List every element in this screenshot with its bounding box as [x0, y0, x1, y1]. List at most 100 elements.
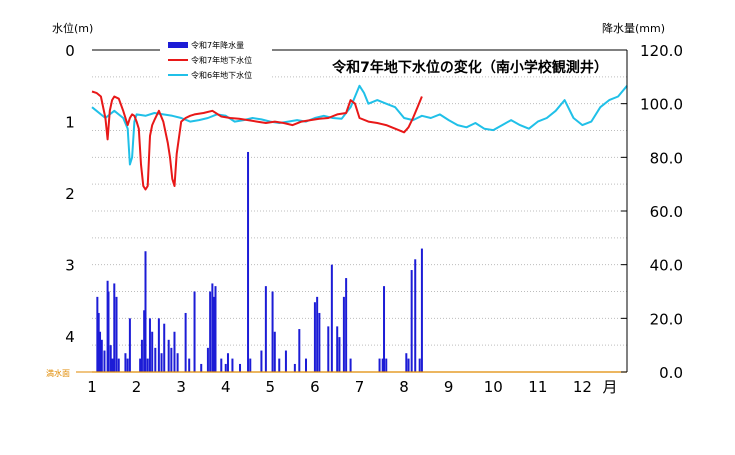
rain-bar — [139, 358, 142, 372]
rain-bar — [109, 345, 112, 372]
rain-bar — [418, 358, 421, 372]
water-level-lines — [91, 84, 628, 191]
rain-bar — [330, 264, 333, 372]
x-tick-label: 12 — [573, 378, 592, 396]
rain-bar — [151, 331, 154, 372]
rain-bar — [140, 339, 143, 372]
rain-bar — [214, 286, 217, 372]
rain-bar — [126, 358, 129, 372]
right-tick-label: 120.0 — [640, 42, 683, 60]
rain-bar — [115, 296, 118, 372]
x-axis-unit: 月 — [602, 378, 617, 396]
rain-bar — [124, 353, 127, 372]
legend-label-level-2025: 令和7年地下水位 — [191, 55, 252, 65]
rain-bar — [414, 259, 417, 372]
rain-bar — [273, 331, 276, 372]
rain-bar — [148, 318, 151, 372]
x-tick-label: 5 — [266, 378, 276, 396]
legend-label-level-2024: 令和6年地下水位 — [191, 70, 252, 80]
rain-bar — [345, 278, 348, 372]
right-tick-label: 20.0 — [650, 310, 683, 328]
reference-line-label: 満水面 — [46, 368, 70, 378]
rain-bar — [249, 358, 252, 372]
rain-bar — [107, 291, 110, 372]
rain-bar — [224, 363, 227, 372]
rain-bar — [211, 283, 214, 372]
rain-bar — [278, 358, 281, 372]
rain-bar — [160, 353, 163, 372]
rain-bar — [100, 339, 103, 372]
rain-bar — [209, 291, 212, 372]
rain-bar — [128, 318, 131, 372]
rain-bar — [420, 248, 423, 372]
rain-bar — [146, 358, 149, 372]
rain-bar — [247, 151, 250, 372]
rain-bar — [163, 323, 166, 372]
rain-bar — [167, 339, 170, 372]
x-tick-label: 7 — [355, 378, 365, 396]
rain-bar — [260, 350, 263, 372]
x-tick-label: 9 — [444, 378, 454, 396]
rain-bar — [113, 283, 116, 372]
legend-label-rain: 令和7年降水量 — [191, 40, 244, 50]
rain-bar — [226, 353, 229, 372]
rain-bar — [405, 353, 408, 372]
right-tick-label: 40.0 — [650, 257, 683, 275]
rain-bar — [264, 286, 267, 372]
x-tick-label: 10 — [484, 378, 503, 396]
chart-title: 令和7年地下水位の変化（南小学校観測井） — [331, 59, 608, 76]
right-tick-label: 80.0 — [650, 149, 683, 167]
rain-bar — [193, 291, 196, 372]
x-tick-label: 2 — [132, 378, 142, 396]
rain-bar — [318, 312, 321, 372]
rain-bar — [378, 358, 381, 372]
left-axis-title: 水位(m) — [52, 21, 93, 35]
rain-bar — [200, 363, 203, 372]
rain-bar — [338, 337, 341, 372]
rain-bar — [154, 347, 157, 372]
left-tick-label: 2 — [65, 185, 75, 203]
x-tick-label: 8 — [399, 378, 409, 396]
left-tick-label: 3 — [65, 257, 75, 275]
rain-bar — [97, 312, 100, 372]
rain-bar — [96, 296, 99, 372]
rain-bar — [157, 318, 160, 372]
rain-bar — [188, 358, 191, 372]
rain-bar — [313, 302, 316, 372]
rain-bar — [349, 358, 352, 372]
rain-bar — [410, 270, 413, 372]
x-tick-label: 1 — [87, 378, 97, 396]
rain-bar — [298, 329, 301, 372]
rain-bar — [327, 326, 330, 372]
rain-bars — [96, 151, 423, 372]
rain-bar — [212, 296, 215, 372]
rain-bar — [284, 350, 287, 372]
rain-bar — [144, 251, 147, 372]
rain-bar — [381, 358, 384, 372]
rain-bar — [383, 286, 386, 372]
rain-bar — [231, 358, 234, 372]
rain-bar — [206, 347, 209, 372]
left-tick-label: 4 — [65, 328, 75, 346]
rain-bar — [143, 310, 146, 372]
left-tick-label: 1 — [65, 114, 75, 132]
x-tick-label: 3 — [176, 378, 186, 396]
x-tick-label: 11 — [528, 378, 547, 396]
right-tick-label: 0.0 — [659, 364, 683, 382]
right-tick-label: 100.0 — [640, 96, 683, 114]
level-2025-line — [91, 90, 423, 191]
rain-bar — [336, 326, 339, 372]
level-2024-line — [91, 84, 628, 166]
rain-bar — [239, 363, 242, 372]
right-tick-label: 60.0 — [650, 203, 683, 221]
rain-bar — [173, 331, 176, 372]
rain-bar — [103, 350, 106, 372]
rain-bar — [99, 331, 102, 372]
rain-bar — [407, 358, 410, 372]
rain-bar — [176, 353, 179, 372]
gridlines — [92, 49, 627, 346]
right-axis-title: 降水量(mm) — [602, 21, 665, 35]
rain-bar — [111, 358, 114, 372]
x-tick-label: 6 — [310, 378, 320, 396]
